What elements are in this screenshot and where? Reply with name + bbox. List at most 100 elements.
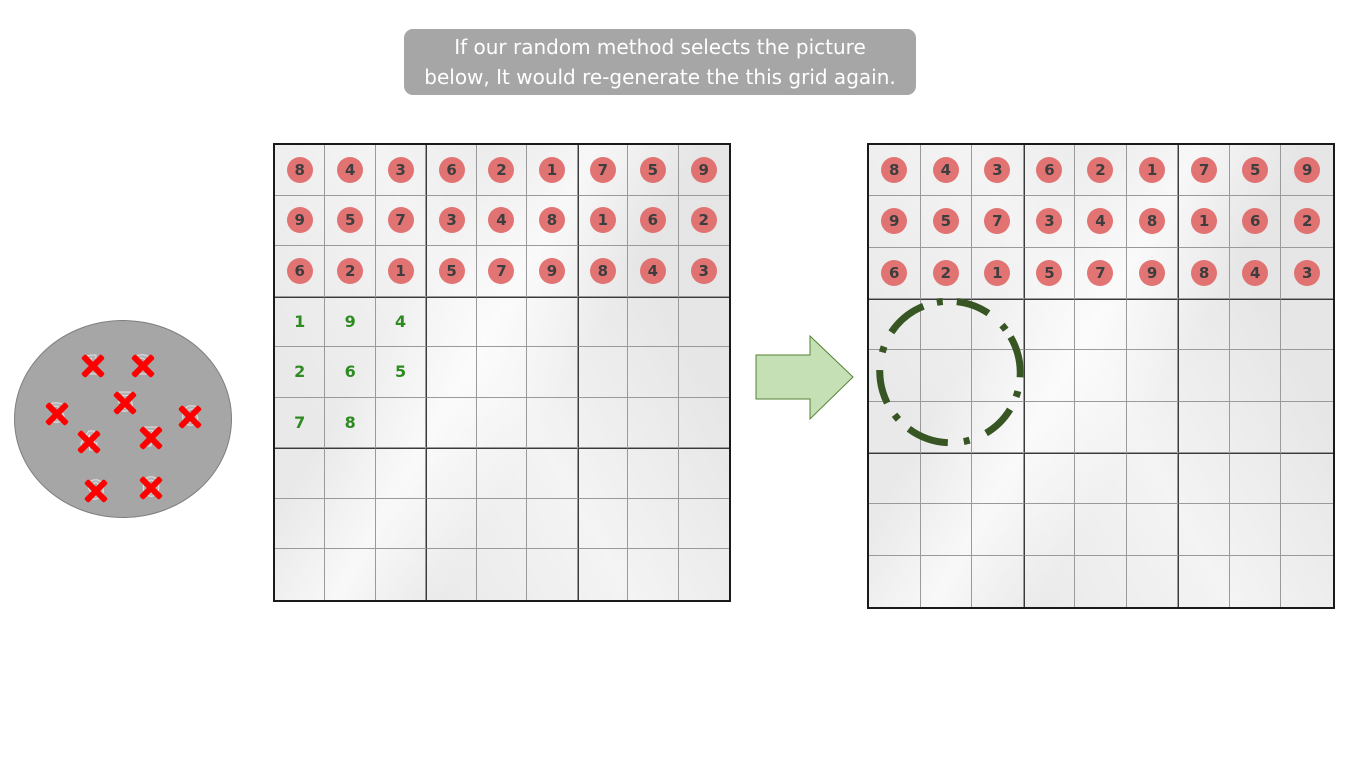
grid-cell: 8 xyxy=(869,145,921,197)
given-number-badge: 4 xyxy=(932,157,959,184)
grid-cell: 8 xyxy=(527,195,578,247)
grid-cell xyxy=(1126,504,1179,556)
grid-cell xyxy=(375,448,427,499)
grid-cell: 3 xyxy=(1281,248,1333,299)
given-number-badge: 5 xyxy=(1036,259,1063,286)
given-number-badge: 6 xyxy=(1242,208,1269,235)
grid-cell xyxy=(1230,555,1282,607)
grid-cell xyxy=(1075,298,1127,351)
given-number-badge: 9 xyxy=(1139,259,1166,286)
given-number-badge: 9 xyxy=(881,208,908,235)
grid-cell: 8 xyxy=(325,397,376,449)
cross-icon xyxy=(130,353,156,379)
given-number-badge: 7 xyxy=(984,208,1011,235)
grid-cell xyxy=(972,401,1024,453)
filled-number: 4 xyxy=(395,312,407,332)
grid-cell xyxy=(476,296,528,348)
cross-icon xyxy=(80,353,106,379)
grid-cell xyxy=(628,549,679,600)
grid-cell xyxy=(1178,350,1230,402)
grid-cell: 9 xyxy=(1126,247,1179,299)
grid-cell: 6 xyxy=(1023,145,1076,197)
grid-cell xyxy=(527,498,578,550)
grid-cell xyxy=(920,298,973,351)
grid-cell: 1 xyxy=(1126,145,1179,197)
grid-cell: 3 xyxy=(375,145,427,196)
grid-cell: 6 xyxy=(1229,196,1282,248)
grid-cell xyxy=(1023,555,1076,607)
given-number-badge: 3 xyxy=(387,156,414,183)
given-number-badge: 4 xyxy=(337,156,364,183)
grid-cell xyxy=(477,549,528,600)
grid-cell: 9 xyxy=(527,246,578,297)
grid-cell: 9 xyxy=(869,196,921,248)
grid-cell: 9 xyxy=(325,296,376,348)
given-number-badge: 2 xyxy=(337,257,364,284)
grid-cell xyxy=(1281,350,1333,402)
grid-cell xyxy=(920,452,973,505)
right-arrow-icon xyxy=(755,335,854,421)
grid-cell xyxy=(577,498,629,550)
grid-cell: 7 xyxy=(577,145,629,196)
given-number-badge: 4 xyxy=(1242,259,1269,286)
grid-cell xyxy=(869,401,921,453)
grid-cell xyxy=(1023,350,1076,402)
grid-cell xyxy=(1178,452,1230,505)
grid-cell: 1 xyxy=(375,246,427,297)
grid-cell xyxy=(1229,504,1282,556)
given-number-badge: 4 xyxy=(639,257,666,284)
given-number-badge: 5 xyxy=(639,156,666,183)
given-number-badge: 3 xyxy=(1036,208,1063,235)
grid-cell: 7 xyxy=(476,246,528,297)
grid-cell xyxy=(1023,452,1076,505)
grid-cell: 4 xyxy=(1229,247,1282,299)
given-number-badge: 7 xyxy=(488,257,515,284)
grid-cell: 9 xyxy=(678,145,729,196)
grid-cell xyxy=(426,397,477,449)
given-number-badge: 8 xyxy=(286,156,313,183)
grid-cell xyxy=(527,296,578,348)
cross-icon xyxy=(177,404,203,430)
caption-line-2: below, It would re-generate the this gri… xyxy=(424,65,896,89)
given-number-badge: 6 xyxy=(438,156,465,183)
grid-cell xyxy=(1229,452,1282,505)
given-number-badge: 9 xyxy=(690,156,717,183)
given-number-badge: 8 xyxy=(538,207,565,234)
grid-cell xyxy=(921,555,973,607)
given-number-badge: 3 xyxy=(690,257,717,284)
grid-cell xyxy=(1178,555,1230,607)
grid-cell: 5 xyxy=(1229,145,1282,197)
given-number-badge: 5 xyxy=(932,208,959,235)
grid-cell xyxy=(527,549,578,600)
grid-cell xyxy=(577,347,629,398)
grid-cell xyxy=(1281,556,1333,607)
grid-cell: 5 xyxy=(426,246,477,297)
grid-cell: 8 xyxy=(577,246,629,297)
given-number-badge: 8 xyxy=(589,257,616,284)
given-number-badge: 6 xyxy=(881,259,908,286)
filled-number: 5 xyxy=(395,362,407,382)
filled-number: 9 xyxy=(344,312,356,332)
grid-cell: 2 xyxy=(325,246,376,297)
grid-cell xyxy=(577,397,629,449)
grid-cell xyxy=(325,549,376,600)
grid-cell xyxy=(325,448,376,499)
given-number-badge: 7 xyxy=(1191,157,1218,184)
grid-cell: 5 xyxy=(920,196,973,248)
grid-cell xyxy=(1229,350,1282,402)
grid-cell: 9 xyxy=(1281,145,1333,197)
given-number-badge: 1 xyxy=(1139,157,1166,184)
grid-cell: 7 xyxy=(1178,145,1230,197)
given-number-badge: 6 xyxy=(639,207,666,234)
given-number-badge: 5 xyxy=(438,257,465,284)
given-number-badge: 9 xyxy=(286,207,313,234)
grid-cell: 6 xyxy=(869,247,921,299)
cross-icon xyxy=(83,478,109,504)
grid-cell xyxy=(869,452,921,505)
given-number-badge: 2 xyxy=(1294,208,1321,235)
grid-cell xyxy=(972,555,1024,607)
grid-cell xyxy=(679,549,729,600)
grid-cell xyxy=(1023,401,1076,453)
grid-cell: 4 xyxy=(628,246,679,297)
given-number-badge: 3 xyxy=(1294,259,1321,286)
